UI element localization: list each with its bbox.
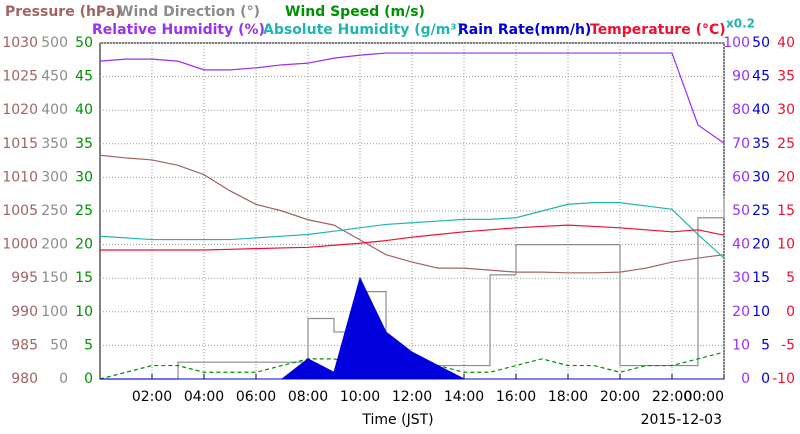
series-line: [99, 52, 725, 144]
y-tick-label: 70: [732, 136, 750, 152]
series-line: [100, 224, 725, 251]
y-tick-label: 35: [777, 69, 795, 85]
y-tick-label: 20: [752, 237, 770, 253]
y-tick-label: 5: [84, 337, 93, 353]
y-tick-label: 50: [50, 337, 68, 353]
y-tick-label: 25: [752, 203, 770, 219]
y-tick-label: 10: [732, 337, 750, 353]
y-tick-label: 250: [41, 203, 68, 219]
y-tick-label: 45: [75, 69, 93, 85]
y-tick-label: 300: [41, 169, 68, 185]
y-tick-label: 35: [752, 136, 770, 152]
y-tick-label: 150: [41, 270, 68, 286]
y-tick-label: 0: [786, 304, 795, 320]
y-tick-label: 40: [75, 102, 93, 118]
y-tick-label: 10: [752, 304, 770, 320]
y-tick-label: -10: [772, 371, 795, 387]
x-tick-label: 06:00: [236, 389, 276, 405]
y-tick-label: 0: [84, 371, 93, 387]
y-tick-label: 35: [75, 136, 93, 152]
y-tick-label: 0: [59, 371, 68, 387]
y-tick-label: 50: [752, 35, 770, 51]
legend-entry: Relative Humidity (%): [92, 22, 265, 38]
y-tick-label: 50: [75, 35, 93, 51]
y-tick-label: 400: [41, 102, 68, 118]
scale-note: x0.2: [726, 17, 755, 31]
y-tick-label: 20: [777, 169, 795, 185]
x-tick-label: 18:00: [548, 389, 588, 405]
y-tick-label: 30: [752, 169, 770, 185]
y-tick-label: 1030: [2, 35, 38, 51]
y-tick-label: 0: [741, 371, 750, 387]
y-tick-label: 80: [732, 102, 750, 118]
y-tick-label: 1015: [2, 136, 38, 152]
x-tick-label: 04:00: [184, 389, 224, 405]
y-tick-label: 10: [777, 237, 795, 253]
legend-entry: Pressure (hPa): [5, 4, 122, 20]
series-area: [100, 276, 724, 380]
y-tick-label: 30: [732, 270, 750, 286]
legend-entry: Rain Rate(mm/h): [458, 22, 591, 38]
y-tick-label: 990: [11, 304, 38, 320]
x-tick-label: 16:00: [496, 389, 536, 405]
y-tick-label: 1010: [2, 169, 38, 185]
x-tick-label: 08:00: [288, 389, 328, 405]
y-tick-label: 15: [777, 203, 795, 219]
x-tick-label: 10:00: [340, 389, 380, 405]
y-tick-label: 1005: [2, 203, 38, 219]
x-tick-label: 20:00: [600, 389, 640, 405]
series-line: [99, 202, 725, 259]
y-tick-label: 100: [723, 35, 750, 51]
legend-entry: Wind Direction (°): [118, 4, 260, 20]
y-tick-label: 15: [752, 270, 770, 286]
y-tick-label: 1020: [2, 102, 38, 118]
y-tick-label: 90: [732, 69, 750, 85]
y-tick-label: 30: [777, 102, 795, 118]
y-tick-label: 40: [777, 35, 795, 51]
legend-entry: Absolute Humidity (g/m³): [263, 22, 463, 38]
y-tick-label: 995: [11, 270, 38, 286]
x-axis-label: Time (JST): [361, 412, 433, 428]
y-tick-label: 60: [732, 169, 750, 185]
legend-entry: Wind Speed (m/s): [285, 4, 425, 20]
y-tick-label: 5: [786, 270, 795, 286]
y-tick-label: 40: [732, 237, 750, 253]
x-tick-label: 00:00: [684, 389, 724, 405]
y-tick-label: 5: [761, 337, 770, 353]
y-tick-label: 20: [732, 304, 750, 320]
date-label: 2015-12-03: [641, 412, 722, 428]
y-tick-label: 50: [732, 203, 750, 219]
x-tick-label: 02:00: [132, 389, 172, 405]
y-tick-label: 500: [41, 35, 68, 51]
y-tick-label: -5: [781, 337, 795, 353]
y-tick-label: 30: [75, 169, 93, 185]
x-tick-label: 22:00: [652, 389, 692, 405]
y-tick-label: 15: [75, 270, 93, 286]
y-tick-label: 985: [11, 337, 38, 353]
y-tick-label: 980: [11, 371, 38, 387]
legend-entry: Temperature (°C): [590, 22, 726, 38]
y-tick-label: 25: [777, 136, 795, 152]
y-tick-label: 10: [75, 304, 93, 320]
y-tick-label: 100: [41, 304, 68, 320]
y-tick-label: 20: [75, 237, 93, 253]
y-tick-label: 40: [752, 102, 770, 118]
y-tick-label: 25: [75, 203, 93, 219]
y-tick-label: 45: [752, 69, 770, 85]
y-tick-label: 200: [41, 237, 68, 253]
y-tick-label: 350: [41, 136, 68, 152]
y-tick-label: 1025: [2, 69, 38, 85]
y-tick-label: 450: [41, 69, 68, 85]
x-tick-label: 14:00: [444, 389, 484, 405]
y-tick-label: 0: [761, 371, 770, 387]
y-tick-label: 1000: [2, 237, 38, 253]
x-tick-label: 12:00: [392, 389, 432, 405]
